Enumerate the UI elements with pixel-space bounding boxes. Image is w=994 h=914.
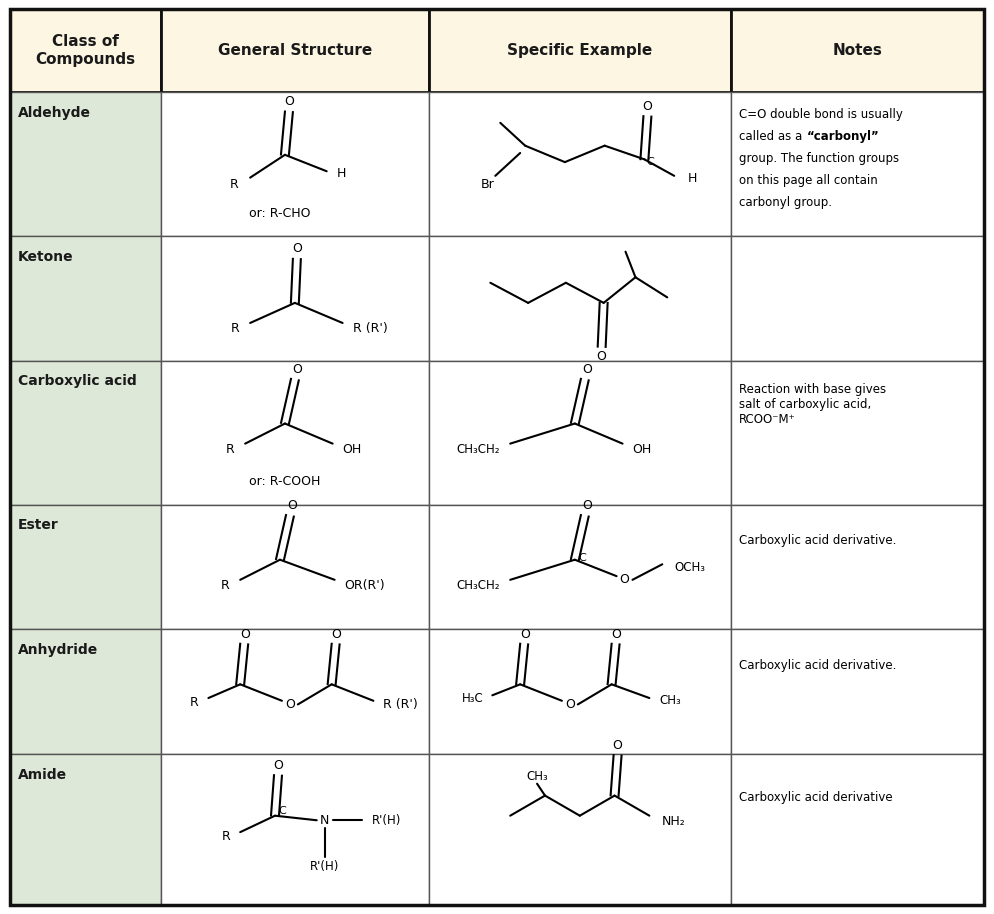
Text: Carboxylic acid: Carboxylic acid [18,375,136,388]
Bar [428,92,731,236]
Bar [731,236,984,361]
Bar [428,630,731,754]
Text: Aldehyde: Aldehyde [18,106,90,120]
Text: O: O [565,698,575,711]
Bar [161,505,428,630]
Text: Anhydride: Anhydride [18,643,98,657]
Text: Carboxylic acid derivative.: Carboxylic acid derivative. [739,659,897,672]
Text: O: O [581,363,591,376]
Bar [161,9,428,92]
Text: on this page all contain: on this page all contain [739,175,878,187]
Bar [10,92,161,236]
Text: NH₂: NH₂ [661,814,685,828]
Text: O: O [581,499,591,512]
Text: R: R [231,322,240,335]
Text: R: R [230,177,239,190]
Bar [161,754,428,905]
Bar [731,754,984,905]
Bar [428,361,731,505]
Text: O: O [285,698,295,711]
Text: Ester: Ester [18,518,59,533]
Bar [161,236,428,361]
Text: C=O double bond is usually: C=O double bond is usually [739,109,903,122]
Text: O: O [619,573,629,586]
Text: O: O [642,100,652,112]
Bar [161,361,428,505]
Text: Notes: Notes [833,43,883,58]
Text: CH₃: CH₃ [526,770,548,783]
Text: CH₃: CH₃ [659,695,681,707]
Text: Specific Example: Specific Example [507,43,652,58]
Bar [731,630,984,754]
Text: Br: Br [480,178,494,191]
Text: Reaction with base gives
salt of carboxylic acid,
RCOO⁻M⁺: Reaction with base gives salt of carboxy… [739,384,886,427]
Bar [428,236,731,361]
Text: called as a: called as a [739,131,806,143]
Text: O: O [611,628,621,641]
Bar [10,754,161,905]
Text: R: R [222,830,231,844]
Text: Ketone: Ketone [18,250,74,264]
Text: R (R'): R (R') [353,322,388,335]
Text: General Structure: General Structure [218,43,372,58]
Bar [428,9,731,92]
Text: R'(H): R'(H) [372,813,401,827]
Bar [161,92,428,236]
Bar [731,92,984,236]
Bar [731,361,984,505]
Text: OH: OH [343,442,362,455]
Text: OR(R'): OR(R') [345,579,386,591]
Bar [10,361,161,505]
Text: C: C [278,806,285,816]
Bar [731,9,984,92]
Text: O: O [292,242,302,255]
Text: OCH₃: OCH₃ [674,560,705,573]
Text: C: C [579,553,586,563]
Text: CH₃CH₂: CH₃CH₂ [457,579,500,591]
Text: Class of
Compounds: Class of Compounds [36,35,135,67]
Text: O: O [284,95,294,108]
Text: Amide: Amide [18,768,67,781]
Text: R (R'): R (R') [384,698,418,711]
Text: O: O [520,628,530,641]
Bar [10,236,161,361]
Text: O: O [332,628,342,641]
Text: O: O [596,350,606,363]
Text: CH₃CH₂: CH₃CH₂ [457,442,500,455]
Text: C: C [646,157,654,167]
Text: H: H [688,172,698,185]
Bar [10,9,161,92]
Text: H₃C: H₃C [461,693,483,706]
Text: O: O [612,739,622,752]
Text: “carbonyl”: “carbonyl” [806,131,879,143]
Text: R: R [190,696,199,709]
Text: R: R [221,579,230,591]
Text: or: R-CHO: or: R-CHO [249,207,311,219]
Text: or: R-COOH: or: R-COOH [249,475,321,488]
Text: N: N [320,813,329,827]
Text: carbonyl group.: carbonyl group. [739,197,832,209]
Bar [731,505,984,630]
Text: group. The function groups: group. The function groups [739,153,899,165]
Text: O: O [292,363,302,376]
Text: R'(H): R'(H) [310,860,339,874]
Bar [10,505,161,630]
Bar [10,630,161,754]
Text: Carboxylic acid derivative.: Carboxylic acid derivative. [739,534,897,547]
Bar [428,505,731,630]
Text: H: H [337,166,346,179]
Text: R: R [226,442,235,455]
Text: O: O [241,628,250,641]
Text: O: O [287,499,297,512]
Bar [428,754,731,905]
Bar [161,630,428,754]
Text: OH: OH [632,442,652,455]
Text: O: O [273,759,283,772]
Text: Carboxylic acid derivative: Carboxylic acid derivative [739,791,893,803]
